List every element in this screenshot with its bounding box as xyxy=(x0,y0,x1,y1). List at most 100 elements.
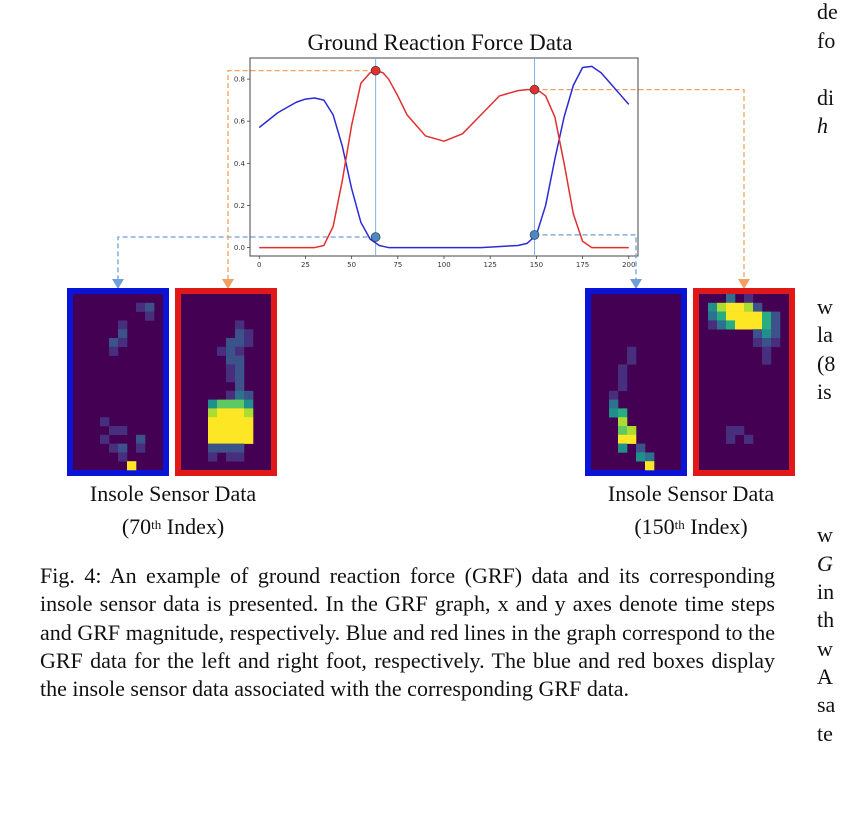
heatmap-cell xyxy=(735,311,745,321)
heatmap-cell xyxy=(136,434,146,444)
heatmap-cell xyxy=(609,408,619,418)
heatmap-cell xyxy=(109,426,119,436)
heatmap-cell xyxy=(726,302,736,312)
heatmap-cell xyxy=(109,338,119,348)
heatmap-cell xyxy=(726,294,736,304)
heatmap-cell xyxy=(235,408,245,418)
connector-right-70-arrow xyxy=(222,279,234,289)
dashed-connectors xyxy=(112,69,750,289)
plot-frame xyxy=(249,57,639,257)
connector-left-150 xyxy=(534,234,637,288)
heatmap-cell xyxy=(618,408,628,418)
heatmap-cell xyxy=(226,434,236,444)
heatmap-cell xyxy=(226,443,236,453)
heatmap-cell xyxy=(217,426,227,436)
heatmap-cell xyxy=(708,320,718,330)
heatmap-cell xyxy=(771,311,781,321)
x-tick-label: 50 xyxy=(347,261,356,269)
right-col-line: de xyxy=(817,0,838,24)
heatmap-cell xyxy=(100,417,110,427)
axis-ticks: 0 25 50 75 100 125 150 175 200 0.0 0.2 0.4 0.6 0.8 xyxy=(234,76,636,269)
heatmap-cell xyxy=(217,443,227,453)
right-col-line: sa xyxy=(817,692,836,717)
heatmap-cell xyxy=(753,338,763,348)
heatmap-cell xyxy=(744,320,754,330)
heatmap-cell xyxy=(244,390,254,400)
grf-series xyxy=(258,65,630,249)
y-tick-label: 0.4 xyxy=(234,160,246,168)
connector-left-150-arrow xyxy=(630,279,642,289)
connector-right-150-arrow xyxy=(738,279,750,289)
heatmap-cell xyxy=(753,329,763,339)
x-tick-label: 25 xyxy=(301,261,310,269)
index-left-post: Index) xyxy=(161,514,225,539)
heatmap-cell xyxy=(235,382,245,392)
index-right-pre: (150 xyxy=(634,514,675,539)
index-markers xyxy=(370,65,540,242)
heatmap-cell xyxy=(217,417,227,427)
heatmap-cell xyxy=(744,311,754,321)
heatmap-cell xyxy=(244,408,254,418)
index-marker xyxy=(529,84,540,95)
heatmap-cell xyxy=(735,302,745,312)
heatmap-cell xyxy=(118,338,128,348)
heatmap-cell xyxy=(226,346,236,356)
heatmap-cell xyxy=(618,373,628,383)
insole-index-right: (150th Index) xyxy=(584,513,798,541)
left-foot-grf-line xyxy=(258,65,630,249)
heatmap-cell xyxy=(217,408,227,418)
right-col-line: (8 xyxy=(817,351,836,376)
heatmap-cell xyxy=(735,320,745,330)
heatmap-cell xyxy=(717,302,727,312)
insole-label-left: Insole Sensor Data xyxy=(89,481,257,506)
index-marker xyxy=(370,232,381,242)
heatmap-cell xyxy=(235,452,245,462)
heatmap-cell xyxy=(217,399,227,409)
heatmap-cell xyxy=(208,399,218,409)
heatmap-cell xyxy=(235,320,245,330)
y-tick-label: 0.6 xyxy=(234,118,246,126)
chart-title: Ground Reaction Force Data xyxy=(307,30,572,55)
heatmap-cell xyxy=(136,302,146,312)
heatmap-cell xyxy=(753,320,763,330)
heatmap-cell xyxy=(226,399,236,409)
right-col-line: te xyxy=(817,721,833,746)
heatmap-cell xyxy=(609,390,619,400)
heatmap-cell xyxy=(645,452,655,462)
right-col-line: la xyxy=(817,322,833,347)
heatmap-cell xyxy=(217,346,227,356)
heatmap-cell xyxy=(226,373,236,383)
heatmap-cell xyxy=(226,338,236,348)
index-right-post: Index) xyxy=(684,514,748,539)
right-col-line: th xyxy=(817,607,835,632)
heatmap-cell xyxy=(208,434,218,444)
x-tick-label: 175 xyxy=(576,261,589,269)
x-tick-label: 100 xyxy=(437,261,450,269)
y-tick-label: 0.0 xyxy=(234,244,245,252)
heatmap-cell xyxy=(618,364,628,374)
insole-heatmap-right-70 xyxy=(175,288,277,476)
heatmap-cell xyxy=(726,434,736,444)
heatmap-cell xyxy=(235,390,245,400)
heatmap-cell xyxy=(627,434,637,444)
heatmap-cell xyxy=(118,329,128,339)
heatmap-cell xyxy=(726,311,736,321)
heatmap-cell xyxy=(136,443,146,453)
heatmap-cell xyxy=(753,302,763,312)
heatmap-cell xyxy=(762,329,772,339)
insole-label-right: Insole Sensor Data xyxy=(607,481,775,506)
heatmap-cell xyxy=(717,320,727,330)
heatmap-cell xyxy=(235,329,245,339)
heatmap-cell xyxy=(100,434,110,444)
heatmap-cell xyxy=(771,320,781,330)
x-tick-label: 125 xyxy=(484,261,497,269)
right-col-line: in xyxy=(817,579,835,604)
heatmap-cell xyxy=(726,320,736,330)
index-right-sup: th xyxy=(674,517,685,532)
heatmap-cell xyxy=(618,382,628,392)
heatmap-cell xyxy=(118,452,128,462)
heatmap-cell xyxy=(618,426,628,436)
insole-heatmap-right-150 xyxy=(693,288,795,476)
insole-heatmap-left-70 xyxy=(67,288,169,476)
